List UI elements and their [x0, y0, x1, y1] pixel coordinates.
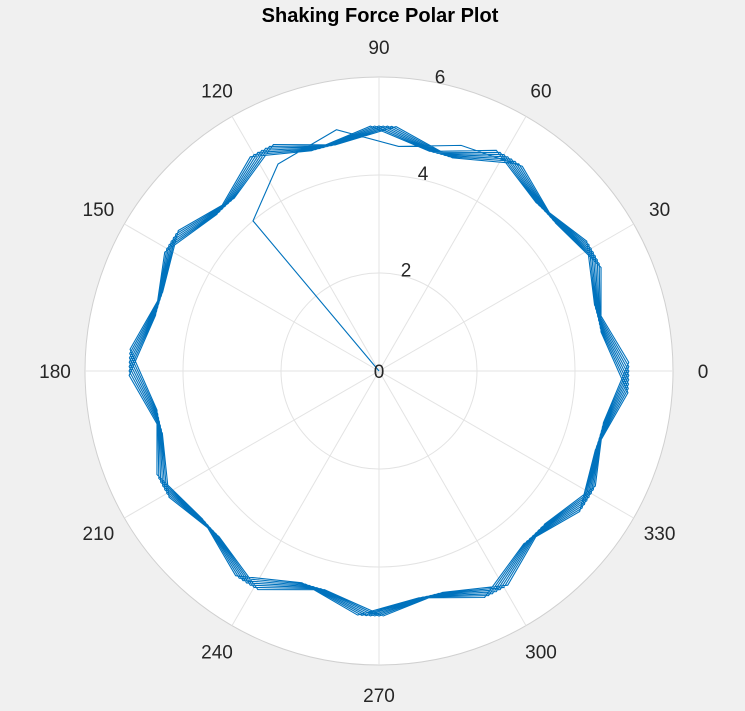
theta-tick-label: 330: [644, 524, 676, 545]
theta-tick-label: 90: [368, 38, 389, 59]
theta-tick-label: 180: [39, 362, 71, 383]
theta-tick-label: 120: [201, 81, 233, 102]
series-line-0: [128, 125, 630, 617]
r-tick-label: 6: [435, 68, 446, 89]
series-layer: [128, 125, 630, 617]
r-tick-label: 4: [418, 164, 429, 185]
r-tick-labels: 0 2 4 6: [374, 68, 446, 384]
theta-tick-label: 210: [83, 524, 115, 545]
theta-tick-label: 150: [83, 200, 115, 221]
r-tick-label: 2: [401, 261, 412, 282]
theta-tick-label: 0: [698, 362, 709, 383]
theta-tick-label: 30: [649, 200, 670, 221]
theta-tick-label: 300: [525, 643, 557, 664]
chart-title: Shaking Force Polar Plot: [262, 5, 499, 27]
theta-tick-label: 240: [201, 643, 233, 664]
theta-tick-label: 270: [363, 686, 395, 707]
theta-tick-label: 60: [530, 81, 551, 102]
r-tick-label: 0: [374, 362, 385, 383]
